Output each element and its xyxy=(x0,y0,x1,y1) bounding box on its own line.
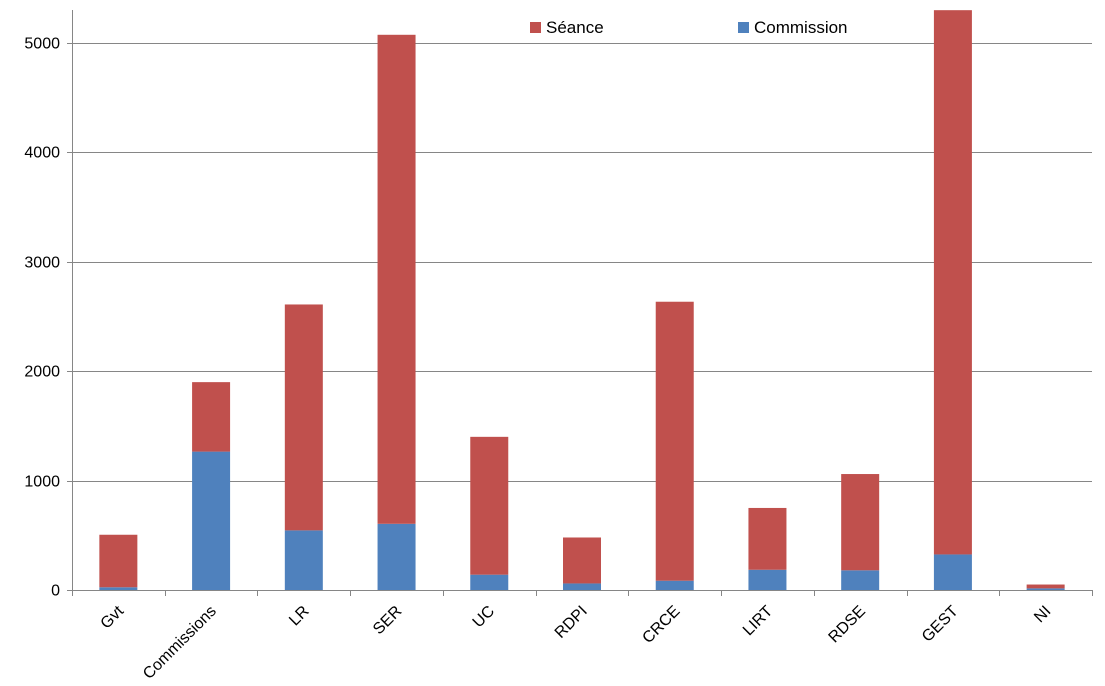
y-tick-label: 3000 xyxy=(24,255,60,272)
x-tick-label: CRCE xyxy=(639,603,683,647)
bar-gvt-sance xyxy=(99,534,138,588)
bar-ser-commission xyxy=(377,523,416,590)
bar-rdpi-commission xyxy=(563,583,601,590)
bar-lirt-commission xyxy=(748,569,787,590)
bar-lirt-sance xyxy=(748,507,787,570)
bar-lr-commission xyxy=(284,530,323,590)
y-tick-label: 2000 xyxy=(24,364,60,381)
y-tick-label: 1000 xyxy=(24,474,60,491)
y-tick-label: 4000 xyxy=(24,145,60,162)
bars xyxy=(99,10,1065,590)
bar-rdse-sance xyxy=(841,474,880,571)
x-tick-label: LR xyxy=(286,603,312,629)
bar-gest-sance xyxy=(933,10,972,555)
x-tick-label: SER xyxy=(370,603,405,638)
legend-label-sance: Séance xyxy=(546,18,604,37)
x-tick-label: GEST xyxy=(919,603,962,646)
legend: Séance Commission xyxy=(530,18,848,37)
x-tick-label: UC xyxy=(470,603,498,631)
bar-crce-commission xyxy=(655,580,694,590)
bar-commissions-commission xyxy=(192,451,231,590)
bar-ni-commission xyxy=(1026,588,1065,590)
y-tick-labels: 0 1000 2000 3000 4000 5000 xyxy=(24,36,60,600)
x-tick-label: RDSE xyxy=(826,603,869,646)
bar-uc-sance xyxy=(470,436,509,575)
x-tick-labels: Gvt Commissions LR SER UC RDPI CRCE LIRT RDSE GES… xyxy=(98,602,1055,682)
x-tick-label: NI xyxy=(1031,603,1054,626)
bar-lr-sance xyxy=(284,304,323,531)
bar-uc-commission xyxy=(470,574,509,590)
y-tick-label: 5000 xyxy=(24,36,60,53)
x-tick-label: LIRT xyxy=(740,603,776,639)
x-tick-label: RDPI xyxy=(552,603,591,642)
x-tick-label: Gvt xyxy=(98,602,128,632)
legend-label-commission: Commission xyxy=(754,18,848,37)
legend-swatch-commission xyxy=(738,22,749,33)
bar-ser-sance xyxy=(377,34,416,524)
bar-rdse-commission xyxy=(841,570,880,590)
bar-gest-commission xyxy=(933,554,972,590)
bar-ni-sance xyxy=(1026,584,1065,589)
gridlines xyxy=(72,43,1092,482)
bar-commissions-sance xyxy=(192,382,231,452)
axes xyxy=(67,10,1093,596)
bar-rdpi-sance xyxy=(563,537,601,584)
bar-gvt-commission xyxy=(99,587,138,590)
bar-crce-sance xyxy=(655,301,694,581)
x-tick-label: Commissions xyxy=(140,603,220,681)
legend-swatch-sance xyxy=(530,22,541,33)
y-tick-label: 0 xyxy=(51,583,60,600)
